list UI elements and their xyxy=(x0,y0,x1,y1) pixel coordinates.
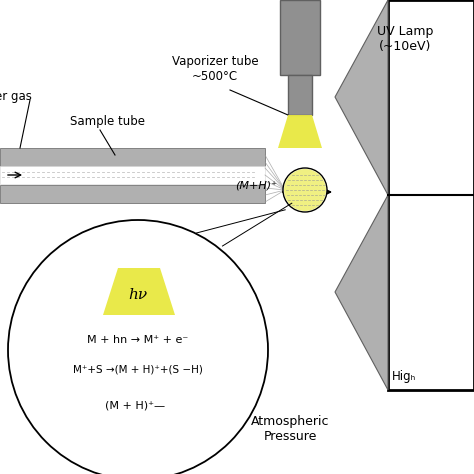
Bar xyxy=(0,148,265,166)
Circle shape xyxy=(284,169,326,211)
Bar xyxy=(388,0,474,390)
Polygon shape xyxy=(103,268,175,315)
Polygon shape xyxy=(278,115,322,148)
Text: hν: hν xyxy=(128,288,147,302)
Bar xyxy=(288,75,312,115)
Text: er gas: er gas xyxy=(0,90,32,103)
Text: UV Lamp
(~10eV): UV Lamp (~10eV) xyxy=(377,25,433,53)
Circle shape xyxy=(8,220,268,474)
Text: M + hn → M⁺ + e⁻: M + hn → M⁺ + e⁻ xyxy=(87,335,189,345)
Text: (M + H)⁺—: (M + H)⁺— xyxy=(105,400,165,410)
Text: Sample tube: Sample tube xyxy=(70,115,145,128)
Text: Atmospheric
Pressure: Atmospheric Pressure xyxy=(251,415,329,443)
Polygon shape xyxy=(335,195,388,390)
Text: M⁺+S →(M + H)⁺+(S −H): M⁺+S →(M + H)⁺+(S −H) xyxy=(73,365,203,375)
Text: Higₕ: Higₕ xyxy=(392,370,416,383)
Polygon shape xyxy=(335,0,388,195)
Text: Vaporizer tube
~500°C: Vaporizer tube ~500°C xyxy=(172,55,258,83)
Bar xyxy=(280,0,320,75)
Circle shape xyxy=(283,168,327,212)
Bar xyxy=(0,185,265,203)
Text: (M+H)⁺: (M+H)⁺ xyxy=(235,181,277,191)
Bar xyxy=(0,166,265,184)
